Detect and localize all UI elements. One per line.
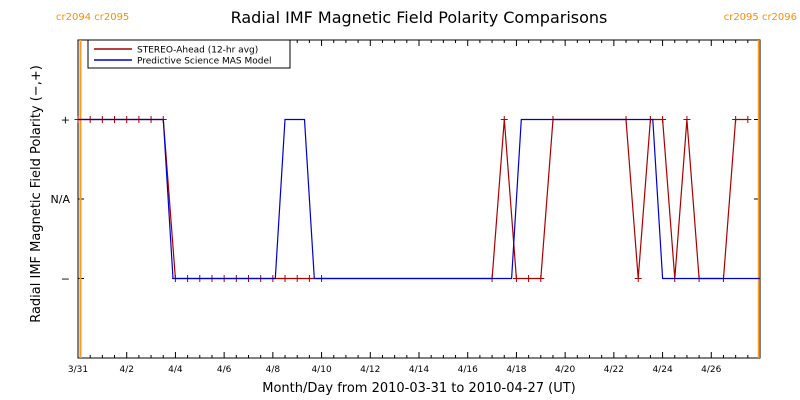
x-tick-label: 4/24 <box>652 365 672 375</box>
x-axis-label: Month/Day from 2010-03-31 to 2010-04-27 … <box>262 381 575 396</box>
legend-box <box>87 39 291 69</box>
y-tick-label: − <box>61 273 70 286</box>
mas-model-line <box>78 118 760 280</box>
y-axis-label: Radial IMF Magnetic Field Polarity (−,+) <box>29 65 44 323</box>
plot-area: 3/31 4/2 4/4 4/6 4/8 4/10 4/12 4/14 4/16 4/18 4/20… <box>51 39 761 375</box>
stereo-ahead-point <box>683 116 691 123</box>
stereo-ahead-point <box>305 275 313 282</box>
stereo-ahead-point <box>525 275 533 282</box>
stereo-ahead-line <box>78 118 748 280</box>
x-tick-label: 4/10 <box>311 365 331 375</box>
x-tick-label: 4/14 <box>409 365 429 375</box>
x-tick-label: 3/31 <box>68 365 88 375</box>
legend-label: Predictive Science MAS Model <box>137 57 272 67</box>
x-tick-label: 4/2 <box>119 365 133 375</box>
carrington-label-left: cr2094 cr2095 <box>56 12 129 23</box>
x-tick-label: 4/22 <box>604 365 624 375</box>
stereo-ahead-point <box>293 275 301 282</box>
stereo-ahead-point <box>744 116 752 123</box>
y-tick-label: + <box>61 114 70 127</box>
stereo-ahead-point <box>537 275 545 282</box>
stereo-ahead-point <box>732 116 740 123</box>
stereo-ahead-point <box>512 275 520 282</box>
legend-label: STEREO-Ahead (12-hr avg) <box>137 46 258 56</box>
stereo-ahead-point <box>659 116 667 123</box>
x-tick-label: 4/16 <box>458 365 478 375</box>
x-tick-label: 4/20 <box>555 365 575 375</box>
x-tick-label: 4/12 <box>360 365 380 375</box>
x-tick-label: 4/6 <box>217 365 232 375</box>
stereo-ahead-point <box>281 275 289 282</box>
y-tick-label: N/A <box>51 193 71 206</box>
carrington-label-right: cr2095 cr2096 <box>724 12 797 23</box>
x-tick-label: 4/4 <box>168 365 183 375</box>
chart-title: Radial IMF Magnetic Field Polarity Compa… <box>231 8 608 27</box>
stereo-ahead-point <box>500 116 508 123</box>
x-tick-label: 4/26 <box>701 365 721 375</box>
stereo-ahead-point <box>634 275 642 282</box>
x-tick-label: 4/18 <box>506 365 526 375</box>
x-tick-label: 4/8 <box>266 365 281 375</box>
